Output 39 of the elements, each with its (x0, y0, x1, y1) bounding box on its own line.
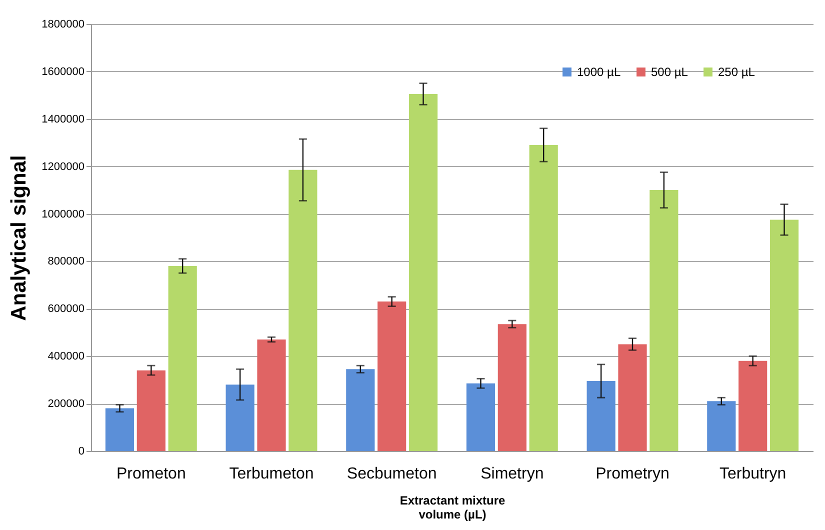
y-tick-label: 1400000 (42, 113, 84, 126)
bar (738, 360, 768, 451)
bar (408, 94, 438, 451)
bar (650, 190, 678, 451)
bar (498, 324, 526, 451)
y-tick-label: 1000000 (42, 208, 84, 220)
y-axis-title: Analytical signal (8, 155, 31, 321)
bar (288, 170, 318, 451)
bar (466, 383, 496, 451)
bar (168, 266, 197, 451)
x-axis-title: Extractant mixture volume (µL) (400, 494, 506, 522)
x-tick-label: Simetryn (480, 466, 544, 482)
y-tick-label: 1200000 (42, 160, 84, 173)
legend-label: 500 µL (651, 65, 688, 79)
bar (346, 369, 375, 451)
legend-label: 250 µL (718, 65, 756, 79)
y-tick-label: 200000 (48, 398, 84, 410)
bar (770, 220, 799, 451)
x-tick-label: Secbumeton (346, 466, 437, 482)
y-tick-label: 400000 (48, 350, 84, 363)
y-tick-label: 1800000 (42, 18, 84, 30)
y-tick-label: 800000 (48, 256, 84, 268)
bar (105, 408, 134, 451)
x-tick-label: Prometon (116, 466, 186, 482)
x-tick-label: Terbumeton (229, 466, 314, 482)
bar (618, 344, 647, 451)
y-tick-label: 600000 (48, 303, 84, 316)
x-tick-label: Terbutryn (719, 466, 786, 482)
y-tick-label: 1600000 (42, 66, 84, 78)
bar (707, 401, 736, 451)
bar (257, 340, 286, 451)
bar (378, 302, 406, 451)
x-tick-label: Prometryn (596, 466, 670, 482)
bar (136, 370, 166, 451)
bar (586, 381, 616, 451)
legend-label: 1000 µL (577, 65, 621, 79)
bar (226, 384, 254, 451)
bar (529, 144, 558, 451)
y-tick-label: 0 (78, 446, 84, 458)
